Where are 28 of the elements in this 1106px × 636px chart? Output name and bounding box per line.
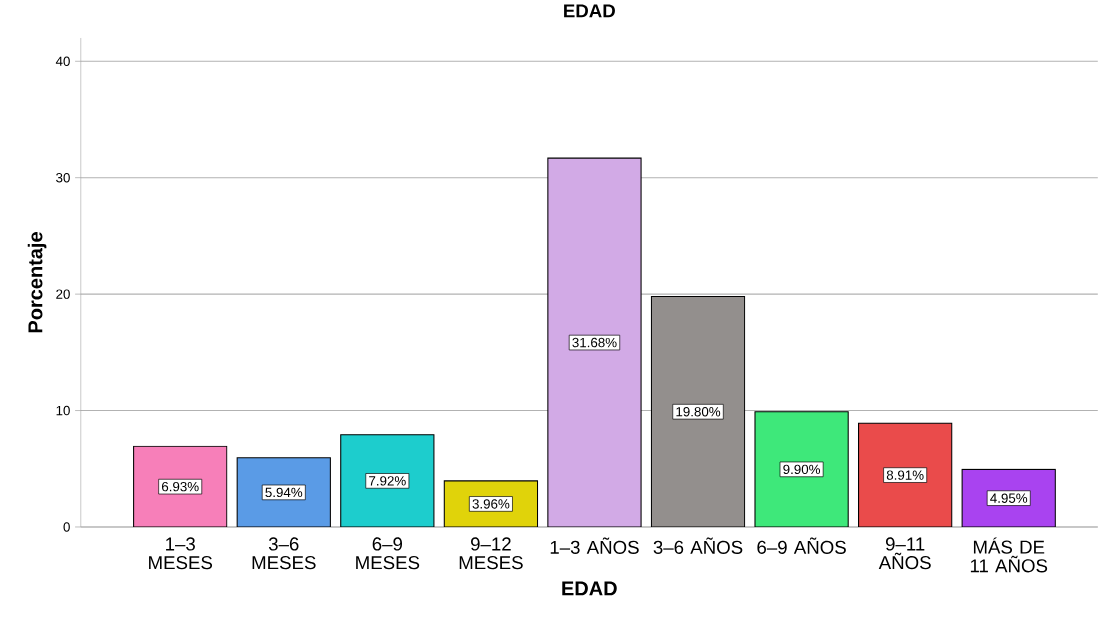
data-label: 19.80% <box>676 406 721 417</box>
data-label: 9.90% <box>783 464 821 474</box>
x-tick-label: MÁS DE 11 AÑOS <box>970 537 1048 573</box>
y-axis-title: Porcentaje <box>27 231 47 333</box>
bar <box>133 445 228 527</box>
y-tick-label: 10 <box>56 405 70 416</box>
x-tick-label: 3–6 MESES <box>252 537 316 570</box>
y-tick-label: 40 <box>55 56 70 66</box>
data-label: 6.93% <box>161 481 199 492</box>
x-tick-label: 1–3 AÑOS <box>550 537 639 554</box>
y-tick-label: 0 <box>63 522 70 532</box>
data-label: 31.68% <box>572 337 617 348</box>
x-tick-label: 1–3 MESES <box>149 537 213 570</box>
x-tick-label: 6–9 MESES <box>356 537 420 570</box>
x-tick-label: 9–11 AÑOS <box>878 537 931 570</box>
data-label: 7.92% <box>369 475 406 486</box>
x-tick-label: 9–12 MESES <box>459 537 523 570</box>
bar <box>340 434 435 527</box>
data-label: 8.91% <box>886 470 924 480</box>
data-label: 4.95% <box>990 493 1028 503</box>
chart-title: EDAD <box>564 4 615 18</box>
y-tick-label: 30 <box>56 172 70 183</box>
data-label: 5.94% <box>265 487 303 497</box>
y-tick-label: 20 <box>56 289 70 299</box>
x-axis-title: EDAD <box>562 581 617 596</box>
x-tick-label: 6–9 AÑOS <box>757 537 846 554</box>
data-label: 3.96% <box>472 499 510 509</box>
x-tick-label: 3–6 AÑOS <box>653 537 743 554</box>
